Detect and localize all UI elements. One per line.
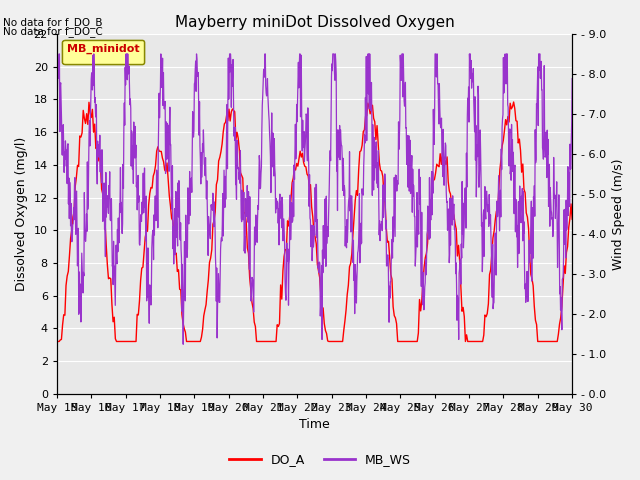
Y-axis label: Dissolved Oxygen (mg/l): Dissolved Oxygen (mg/l): [15, 137, 28, 291]
Text: No data for f_DO_C: No data for f_DO_C: [3, 26, 103, 37]
Y-axis label: Wind Speed (m/s): Wind Speed (m/s): [612, 158, 625, 270]
Legend: DO_A, MB_WS: DO_A, MB_WS: [224, 448, 416, 471]
Title: Mayberry miniDot Dissolved Oxygen: Mayberry miniDot Dissolved Oxygen: [175, 15, 454, 30]
X-axis label: Time: Time: [299, 419, 330, 432]
Legend: : [62, 39, 144, 64]
Text: No data for f_DO_B: No data for f_DO_B: [3, 17, 102, 28]
